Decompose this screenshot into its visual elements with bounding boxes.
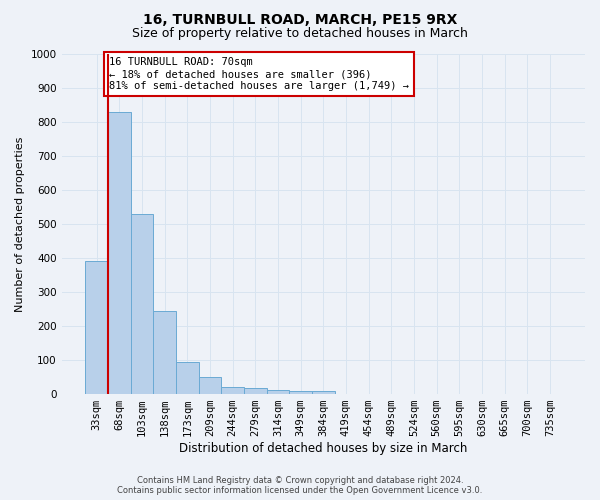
- Bar: [154, 312, 176, 394]
- Y-axis label: Number of detached properties: Number of detached properties: [15, 136, 25, 312]
- Bar: [131, 214, 154, 394]
- Text: Size of property relative to detached houses in March: Size of property relative to detached ho…: [132, 28, 468, 40]
- Bar: [199, 377, 221, 394]
- Bar: [289, 391, 312, 394]
- Bar: [266, 390, 289, 394]
- X-axis label: Distribution of detached houses by size in March: Distribution of detached houses by size …: [179, 442, 467, 455]
- Bar: [108, 112, 131, 394]
- Bar: [85, 262, 108, 394]
- Bar: [221, 386, 244, 394]
- Bar: [312, 392, 335, 394]
- Bar: [244, 388, 266, 394]
- Bar: [176, 362, 199, 394]
- Text: Contains HM Land Registry data © Crown copyright and database right 2024.
Contai: Contains HM Land Registry data © Crown c…: [118, 476, 482, 495]
- Text: 16, TURNBULL ROAD, MARCH, PE15 9RX: 16, TURNBULL ROAD, MARCH, PE15 9RX: [143, 12, 457, 26]
- Text: 16 TURNBULL ROAD: 70sqm
← 18% of detached houses are smaller (396)
81% of semi-d: 16 TURNBULL ROAD: 70sqm ← 18% of detache…: [109, 58, 409, 90]
